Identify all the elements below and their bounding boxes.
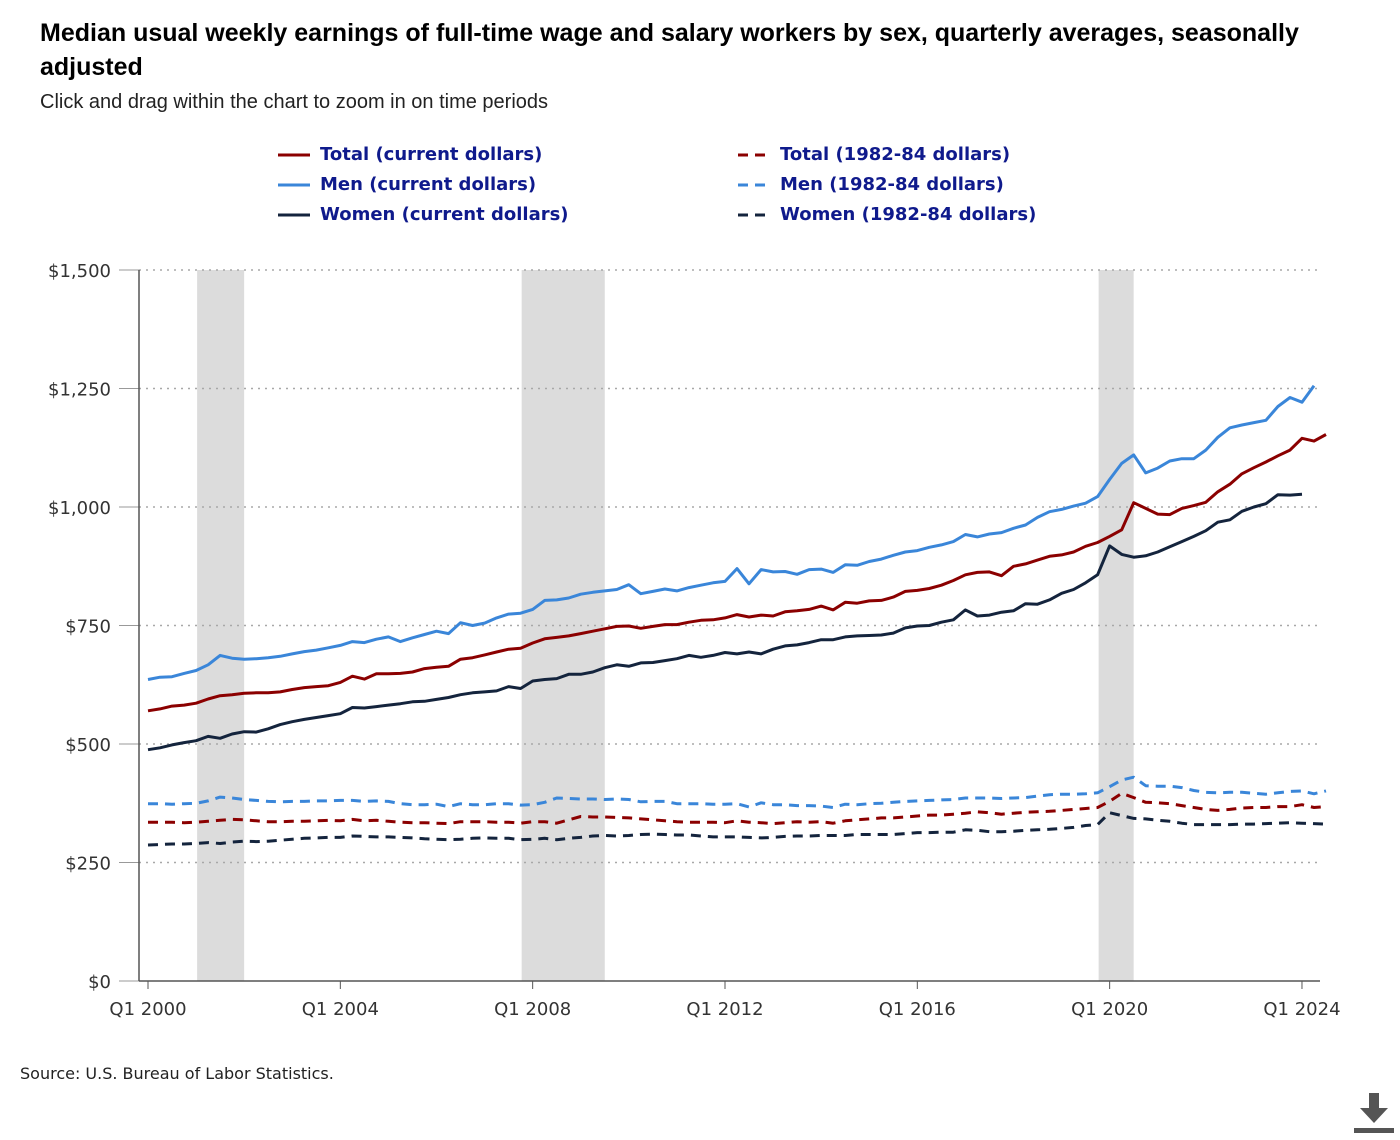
series-line-6[interactable] <box>147 811 1327 847</box>
legend-swatch <box>278 213 310 217</box>
y-tick-label: $750 <box>65 617 111 638</box>
legend-label: Women (current dollars) <box>320 204 569 225</box>
x-tick-label: Q1 2004 <box>302 999 379 1020</box>
legend-swatch <box>738 183 770 187</box>
legend-item[interactable]: Men (current dollars) <box>278 174 536 195</box>
recession-bands <box>197 270 1134 981</box>
y-tick-label: $1,000 <box>48 498 111 519</box>
download-icon <box>1354 1093 1394 1133</box>
legend-item[interactable]: Men (1982-84 dollars) <box>738 174 1004 195</box>
legend-label: Men (1982-84 dollars) <box>780 174 1004 195</box>
recession-band-1 <box>197 270 245 981</box>
series-line-1[interactable] <box>147 433 1327 713</box>
series-lines <box>147 384 1327 847</box>
legend-label: Women (1982-84 dollars) <box>780 204 1037 225</box>
line-chart[interactable]: $0 $250 $500 $750 $1,000 $1,250 $1,500 Q1 2000 Q… <box>0 0 1400 1040</box>
legend-item[interactable]: Total (1982-84 dollars) <box>738 144 1010 165</box>
legend-label: Men (current dollars) <box>320 174 537 195</box>
legend-label: Total (1982-84 dollars) <box>780 144 1011 165</box>
y-tick-label: $250 <box>65 854 111 875</box>
download-button[interactable] <box>1352 1090 1396 1134</box>
y-tick-label: $1,500 <box>48 261 111 282</box>
axes: $0 $250 $500 $750 $1,000 $1,250 $1,500 Q1 2000 Q… <box>48 261 1341 1020</box>
legend-label: Total (current dollars) <box>320 144 543 165</box>
legend-item[interactable]: Women (current dollars) <box>278 204 569 225</box>
legend-swatch <box>738 153 770 157</box>
x-tick-label: Q1 2016 <box>879 999 956 1020</box>
x-tick-label: Q1 2024 <box>1263 999 1340 1020</box>
x-tick-label: Q1 2000 <box>109 999 186 1020</box>
source-note: Source: U.S. Bureau of Labor Statistics. <box>20 1064 334 1083</box>
y-tick-label: $0 <box>88 972 111 993</box>
chart-subtitle: Click and drag within the chart to zoom … <box>40 91 549 113</box>
legend-item[interactable]: Total (current dollars) <box>278 144 542 165</box>
legend-swatch <box>278 183 310 187</box>
x-tick-label: Q1 2020 <box>1071 999 1148 1020</box>
x-tick-label: Q1 2008 <box>494 999 571 1020</box>
y-tick-label: $1,250 <box>48 380 111 401</box>
legend-swatch <box>738 213 770 217</box>
gridlines <box>139 269 1320 864</box>
series-line-2[interactable] <box>147 384 1316 681</box>
legend-item[interactable]: Women (1982-84 dollars) <box>738 204 1036 225</box>
series-line-5[interactable] <box>148 775 1327 809</box>
chart-title: Median usual weekly earnings of full-tim… <box>40 19 1299 81</box>
x-tick-label: Q1 2012 <box>686 999 763 1020</box>
recession-band-2 <box>521 270 605 981</box>
recession-band-3 <box>1098 270 1134 981</box>
series-line-4[interactable] <box>148 791 1327 826</box>
legend-swatch <box>278 153 310 157</box>
series-line-3[interactable] <box>147 492 1303 752</box>
y-tick-label: $500 <box>65 735 111 756</box>
